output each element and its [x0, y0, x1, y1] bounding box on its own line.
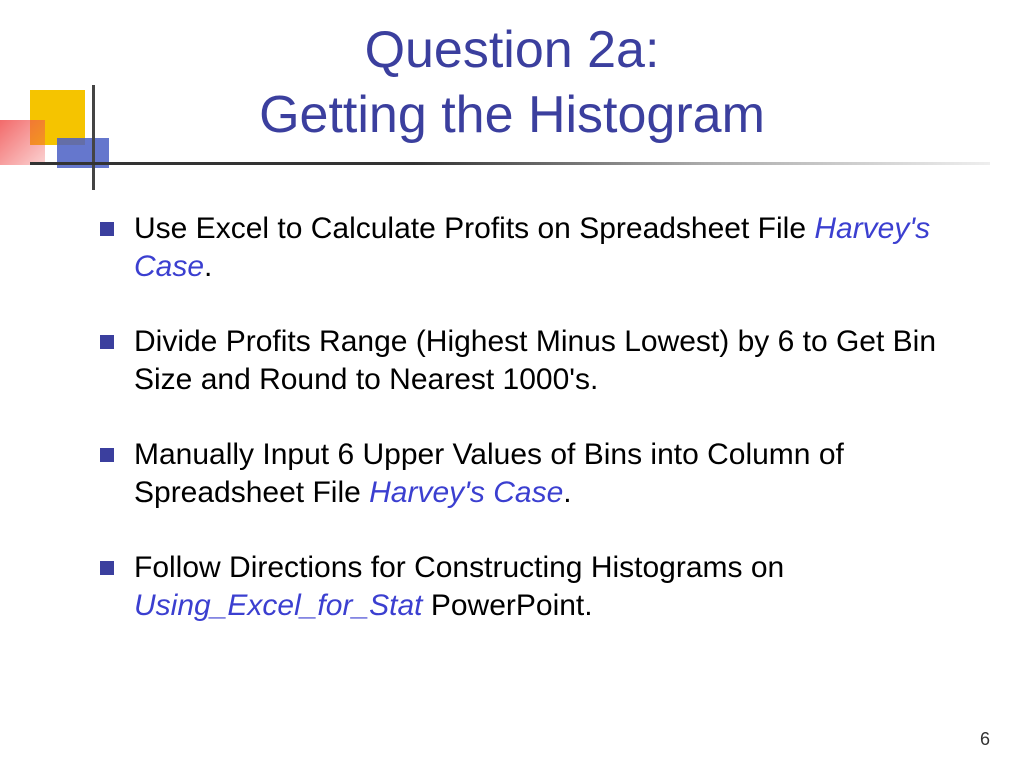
- bullet-text: Follow Directions for Constructing Histo…: [134, 549, 960, 624]
- page-number: 6: [980, 729, 990, 750]
- reference-link: Harvey's Case: [369, 476, 563, 509]
- text-run: Follow Directions for Constructing Histo…: [134, 551, 784, 584]
- title-line-2: Getting the Histogram: [259, 86, 765, 144]
- horizontal-rule: [30, 162, 990, 165]
- bullet-item: Use Excel to Calculate Profits on Spread…: [100, 210, 960, 285]
- bullet-item: Manually Input 6 Upper Values of Bins in…: [100, 436, 960, 511]
- text-run: Use Excel to Calculate Profits on Spread…: [134, 212, 814, 245]
- text-run: PowerPoint.: [423, 589, 593, 622]
- bullet-item: Follow Directions for Constructing Histo…: [100, 549, 960, 624]
- bullet-item: Divide Profits Range (Highest Minus Lowe…: [100, 323, 960, 398]
- slide-title: Question 2a: Getting the Histogram: [0, 18, 1024, 148]
- slide-body: Use Excel to Calculate Profits on Spread…: [100, 210, 960, 662]
- text-run: Divide Profits Range (Highest Minus Lowe…: [134, 325, 936, 396]
- reference-link: Using_Excel_for_Stat: [134, 589, 423, 622]
- title-line-1: Question 2a:: [365, 21, 660, 79]
- bullet-marker-icon: [100, 222, 114, 236]
- bullet-text: Divide Profits Range (Highest Minus Lowe…: [134, 323, 960, 398]
- text-run: .: [563, 476, 571, 509]
- bullet-marker-icon: [100, 561, 114, 575]
- bullet-text: Manually Input 6 Upper Values of Bins in…: [134, 436, 960, 511]
- bullet-marker-icon: [100, 448, 114, 462]
- bullet-marker-icon: [100, 335, 114, 349]
- text-run: .: [204, 250, 212, 283]
- bullet-text: Use Excel to Calculate Profits on Spread…: [134, 210, 960, 285]
